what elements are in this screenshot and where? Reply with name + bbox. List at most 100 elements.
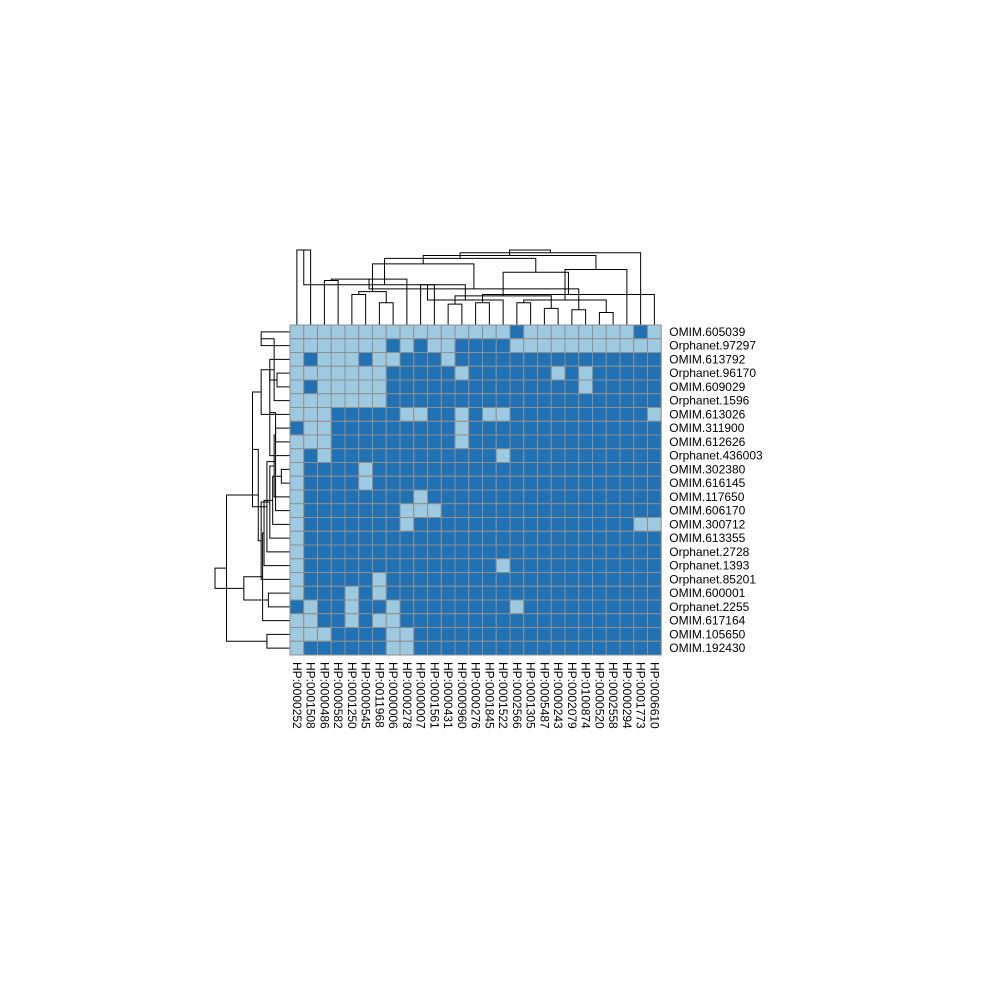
- heatmap-cell: [550, 365, 566, 381]
- heatmap-cell: [454, 627, 470, 642]
- heatmap-cell: [289, 517, 305, 532]
- heatmap-cell: [482, 544, 497, 560]
- dendrogram-branch: [269, 369, 290, 457]
- heatmap-cell: [344, 640, 360, 656]
- heatmap-cell: [399, 599, 415, 615]
- heatmap-cell: [413, 489, 428, 505]
- heatmap-cell: [399, 627, 415, 642]
- heatmap-cell: [605, 448, 621, 463]
- heatmap-cell: [372, 475, 387, 491]
- heatmap-cell: [454, 599, 470, 615]
- heatmap-cell: [564, 572, 580, 587]
- heatmap-cell: [633, 530, 648, 546]
- heatmap-cell: [344, 544, 360, 560]
- heatmap-cell: [427, 558, 442, 573]
- heatmap-cell: [564, 352, 580, 367]
- heatmap-cell: [537, 434, 552, 450]
- dendrogram-branch: [269, 465, 290, 539]
- heatmap-cell: [344, 489, 360, 505]
- heatmap-cell: [372, 585, 387, 601]
- heatmap-cell: [399, 585, 415, 601]
- heatmap-cell: [317, 324, 332, 340]
- heatmap-cell: [399, 338, 415, 353]
- heatmap-cell: [605, 503, 621, 518]
- heatmap-cell: [303, 448, 318, 463]
- heatmap-cell: [427, 503, 442, 518]
- heatmap-cell: [537, 599, 552, 615]
- heatmap-cell: [578, 544, 593, 560]
- heatmap-cell: [550, 324, 566, 340]
- heatmap-cell: [523, 448, 538, 463]
- heatmap-cell: [385, 627, 401, 642]
- heatmap-cell: [303, 407, 318, 422]
- heatmap-cell: [330, 420, 346, 436]
- heatmap-cell: [454, 379, 470, 395]
- row-label: OMIM.192430: [669, 641, 745, 655]
- dendrogram-branch: [280, 468, 290, 484]
- heatmap-cell: [523, 503, 538, 518]
- heatmap-cell: [633, 558, 648, 573]
- heatmap-cell: [454, 640, 470, 656]
- heatmap-cell: [523, 324, 538, 340]
- heatmap-cell: [317, 572, 332, 587]
- heatmap-cell: [303, 530, 318, 546]
- heatmap-cell: [523, 599, 538, 615]
- heatmap-cell: [427, 365, 442, 381]
- heatmap-cell: [427, 448, 442, 463]
- heatmap-cell: [358, 489, 373, 505]
- heatmap-cell: [647, 585, 662, 601]
- heatmap-cell: [427, 462, 442, 477]
- heatmap-cell: [550, 393, 566, 408]
- heatmap-cell: [289, 462, 305, 477]
- heatmap-cell: [578, 640, 593, 656]
- heatmap-cell: [605, 558, 621, 573]
- row-label: OMIM.613792: [669, 352, 745, 366]
- heatmap-cell: [592, 558, 607, 573]
- heatmap-cell: [550, 517, 566, 532]
- heatmap-cell: [550, 448, 566, 463]
- heatmap-cell: [647, 544, 662, 560]
- heatmap-cell: [482, 599, 497, 615]
- heatmap-cell: [605, 462, 621, 477]
- heatmap-cell: [619, 599, 635, 615]
- heatmap-cell: [303, 352, 318, 367]
- heatmap-cell: [482, 448, 497, 463]
- row-label: OMIM.300712: [669, 517, 745, 531]
- dendrogram-branch: [372, 263, 475, 292]
- heatmap-cell: [385, 558, 401, 573]
- heatmap-cell: [495, 365, 511, 381]
- heatmap-cell: [440, 338, 456, 353]
- heatmap-cell: [619, 489, 635, 505]
- heatmap-cell: [440, 475, 456, 491]
- heatmap-cell: [358, 407, 373, 422]
- heatmap-cell: [427, 613, 442, 628]
- heatmap-cell: [440, 530, 456, 546]
- heatmap-cell: [605, 585, 621, 601]
- heatmap-cell: [330, 338, 346, 353]
- heatmap-cell: [633, 544, 648, 560]
- heatmap-cell: [303, 544, 318, 560]
- heatmap-cell: [440, 558, 456, 573]
- heatmap-cell: [495, 627, 511, 642]
- heatmap-cell: [344, 434, 360, 450]
- dendrogram-branch: [351, 293, 367, 325]
- heatmap-cell: [537, 338, 552, 353]
- heatmap-cell: [358, 585, 373, 601]
- heatmap-cell: [495, 558, 511, 573]
- heatmap-cell: [372, 627, 387, 642]
- heatmap-cell: [578, 434, 593, 450]
- heatmap-cell: [440, 640, 456, 656]
- heatmap-cell: [413, 352, 428, 367]
- heatmap-cell: [550, 558, 566, 573]
- heatmap-cell: [330, 434, 346, 450]
- heatmap-cell: [358, 448, 373, 463]
- heatmap-cell: [427, 517, 442, 532]
- heatmap-cell: [413, 448, 428, 463]
- heatmap-cell: [385, 420, 401, 436]
- heatmap-cell: [647, 324, 662, 340]
- heatmap-cell: [317, 640, 332, 656]
- heatmap-cell: [440, 613, 456, 628]
- heatmap-cell: [537, 572, 552, 587]
- heatmap-cell: [317, 379, 332, 395]
- heatmap-cell: [399, 517, 415, 532]
